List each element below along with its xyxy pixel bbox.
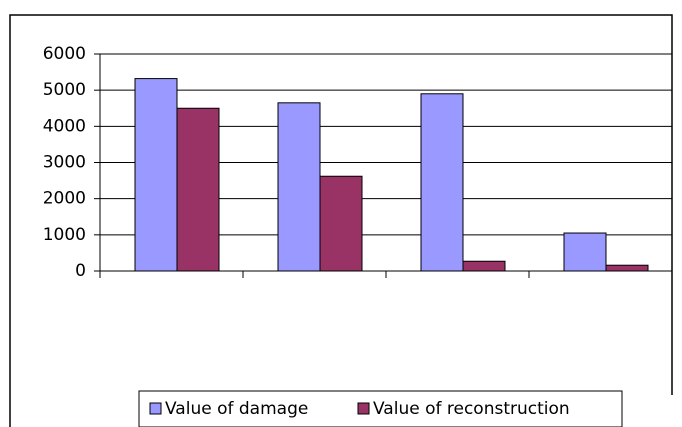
bar: [134, 78, 178, 272]
bar: [176, 107, 220, 272]
y-tick-label: 2000: [43, 189, 86, 209]
y-tick-label: 0: [75, 261, 86, 281]
y-tick-label: 5000: [43, 80, 86, 100]
y-tick-label: 6000: [43, 44, 86, 64]
chart-frame: [9, 14, 673, 427]
legend-swatch: [149, 402, 162, 415]
bar: [319, 175, 363, 272]
legend-box: [138, 390, 623, 427]
bar: [605, 264, 649, 272]
bar: [563, 232, 607, 272]
y-tick-label: 3000: [43, 153, 86, 173]
bar: [277, 102, 321, 272]
legend-label: Value of damage: [165, 399, 308, 419]
y-tick-label: 4000: [43, 116, 86, 136]
legend-swatch: [357, 402, 370, 415]
bar: [462, 260, 506, 272]
bar: [420, 93, 464, 272]
legend-label: Value of reconstruction: [373, 399, 570, 419]
y-tick-label: 1000: [43, 225, 86, 245]
